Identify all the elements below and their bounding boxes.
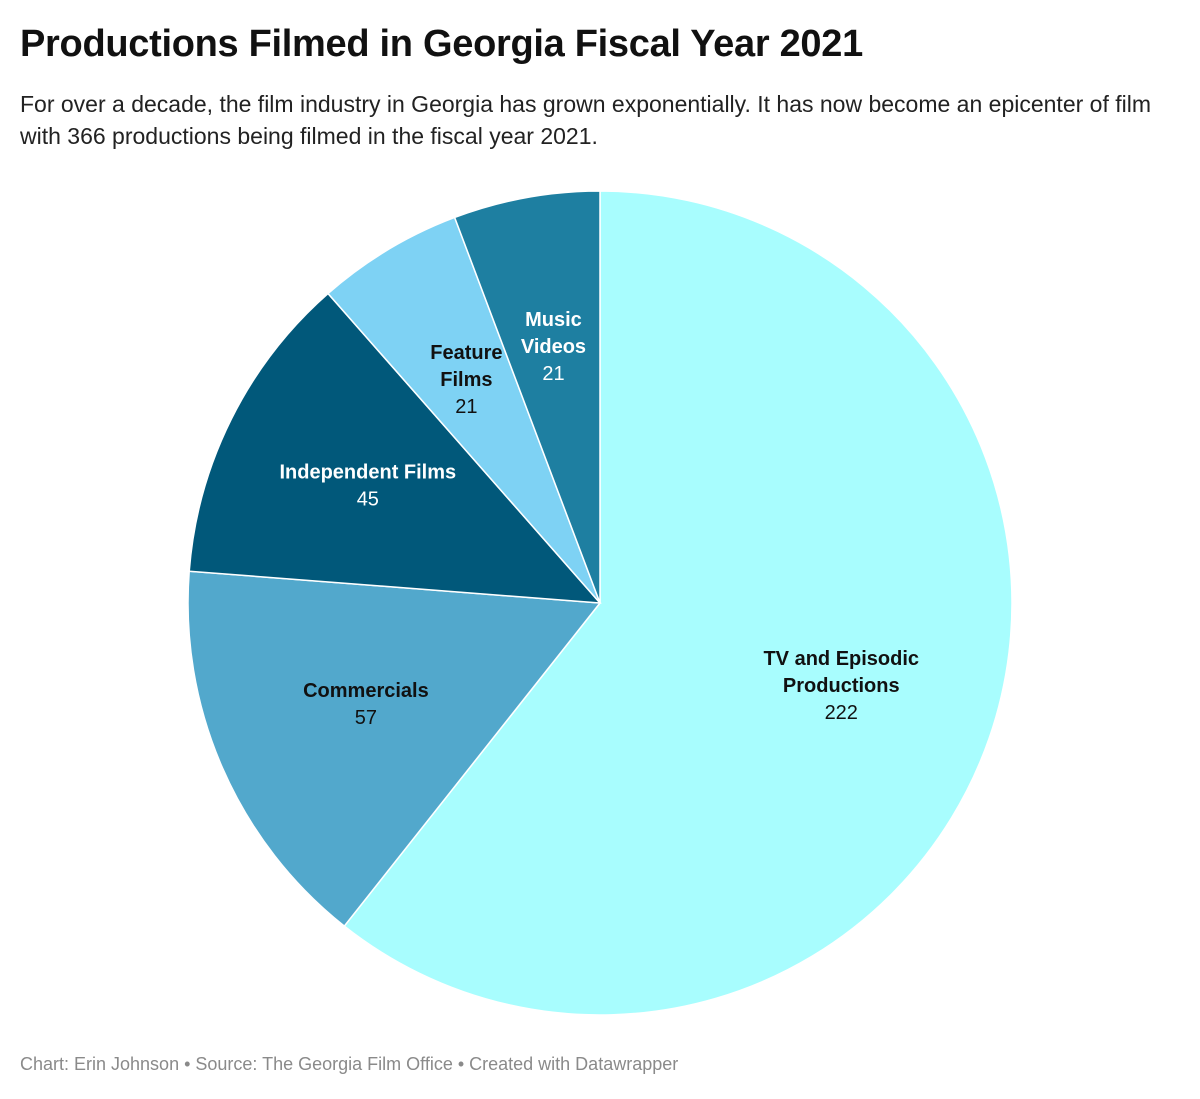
pie-label-name: Feature [430,342,502,364]
pie-label-tv-and-episodic-productions: TV and Episodic Productions 222 [763,648,919,724]
pie-label-independent-films: Independent Films 45 [279,462,456,511]
pie-chart: TV and Episodic Productions 222 Commercials… [0,170,1200,1030]
chart-footer-credit: Chart: Erin Johnson • Source: The Georgi… [20,1054,679,1074]
pie-slice-independent-films [188,292,602,604]
pie-label-feature-films: Feature Films 21 [430,342,502,418]
pie-slice-feature-films [326,216,601,604]
pie-label-value: 45 [357,489,379,511]
pie-label-value: 21 [455,396,477,418]
pie-slice-tv-and-episodic-productions [343,190,1013,1016]
pie-label-name: TV and Episodic [763,648,919,670]
pie-label-name: Music [525,309,582,331]
pie-label-name: Commercials [303,680,429,702]
pie-label-music-videos: Music Videos 21 [521,309,586,385]
chart-subtitle: For over a decade, the film industry in … [20,91,1151,149]
pie-label-name: Videos [521,336,586,358]
pie-slice-music-videos [453,190,601,604]
chart-title: Productions Filmed in Georgia Fiscal Yea… [20,23,863,65]
pie-label-value: 222 [825,702,858,724]
pie-label-name: Independent Films [279,462,456,484]
pie-chart-svg: TV and Episodic Productions 222 Commercials… [187,190,1013,1016]
pie-label-name: Films [440,369,492,391]
pie-label-name: Productions [783,675,900,697]
pie-label-commercials: Commercials 57 [303,680,429,729]
pie-slice-commercials [187,570,602,928]
pie-label-value: 21 [542,363,564,385]
pie-label-value: 57 [355,707,377,729]
